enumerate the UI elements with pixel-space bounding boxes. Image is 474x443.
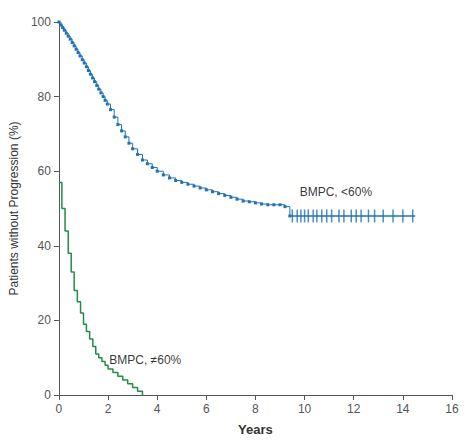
svg-text:10: 10 bbox=[298, 402, 312, 416]
svg-text:20: 20 bbox=[38, 313, 52, 327]
svg-text:0: 0 bbox=[56, 402, 63, 416]
svg-text:60: 60 bbox=[38, 164, 52, 178]
svg-text:14: 14 bbox=[396, 402, 410, 416]
svg-text:16: 16 bbox=[445, 402, 459, 416]
svg-text:Patients without Progression (: Patients without Progression (%) bbox=[7, 121, 21, 295]
svg-text:80: 80 bbox=[38, 90, 52, 104]
svg-text:4: 4 bbox=[154, 402, 161, 416]
svg-text:12: 12 bbox=[347, 402, 361, 416]
svg-text:8: 8 bbox=[252, 402, 259, 416]
svg-text:2: 2 bbox=[105, 402, 112, 416]
svg-text:40: 40 bbox=[38, 239, 52, 253]
svg-text:Years: Years bbox=[238, 422, 273, 437]
svg-text:BMPC, <60%: BMPC, <60% bbox=[300, 185, 373, 199]
svg-text:100: 100 bbox=[31, 15, 51, 29]
svg-text:6: 6 bbox=[203, 402, 210, 416]
svg-text:BMPC, ≠60%: BMPC, ≠60% bbox=[109, 353, 181, 367]
svg-text:0: 0 bbox=[44, 388, 51, 402]
